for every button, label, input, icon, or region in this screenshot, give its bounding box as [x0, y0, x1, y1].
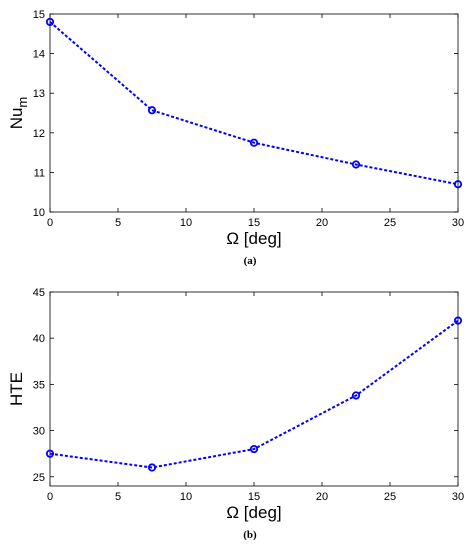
data-point-2-3: [351, 391, 361, 400]
data-point-1-1: [147, 106, 157, 115]
x-tick-label-2-2: 10: [180, 491, 192, 503]
x-tick-label-2-6: 30: [452, 491, 464, 503]
data-point-1-3: [351, 160, 361, 169]
y-tick-label-1-4: 14: [33, 49, 45, 61]
y-tick-label-1-0: 10: [33, 207, 45, 219]
y-tick-label-1-3: 13: [33, 88, 45, 100]
y-tick-label-1-1: 11: [34, 167, 45, 179]
panel-caption-2: (b): [243, 529, 257, 541]
x-tick-label-2-1: 5: [115, 491, 121, 503]
y-tick-label-2-2: 35: [33, 379, 45, 391]
plot-frame-2: [49, 291, 459, 487]
data-point-2-0: [45, 449, 55, 458]
y-tick-label-1-2: 12: [33, 128, 45, 140]
y-axis-label-subscript-1: m: [15, 97, 30, 108]
x-tick-label-1-6: 30: [452, 217, 464, 229]
chart-panel-2: 0 5 10 15 20 25 30 25 30 35 40 45 Ω [deg] HTE (b): [7, 287, 464, 541]
y-tick-label-2-0: 25: [33, 472, 45, 484]
data-point-1-2: [249, 138, 259, 147]
x-tick-label-2-0: 0: [47, 491, 53, 503]
x-axis-label-1: Ω [deg]: [226, 229, 281, 248]
x-tick-label-1-1: 5: [115, 217, 121, 229]
data-point-2-1: [147, 463, 157, 472]
x-tick-label-1-3: 15: [248, 217, 260, 229]
x-axis-label-2: Ω [deg]: [226, 503, 281, 522]
x-tick-label-2-4: 20: [316, 491, 328, 503]
panel-caption-1: (a): [244, 255, 257, 267]
x-tick-label-1-0: 0: [47, 217, 53, 229]
x-tick-label-2-3: 15: [248, 491, 260, 503]
data-point-2-4: [453, 316, 463, 325]
y-axis-label-2: HTE: [7, 372, 26, 406]
y-tick-label-2-1: 30: [33, 426, 45, 438]
y-tick-label-1-5: 15: [33, 9, 45, 21]
data-point-2-2: [249, 444, 259, 454]
y-tick-label-2-3: 40: [33, 333, 45, 345]
series-line-1-0: [49, 21, 459, 186]
x-tick-label-1-4: 20: [316, 217, 328, 229]
data-point-1-0: [45, 17, 55, 27]
y-tick-label-2-4: 45: [33, 287, 45, 299]
y-axis-label-1: Num: [7, 97, 30, 130]
x-tick-label-1-5: 25: [384, 217, 396, 229]
x-tick-label-1-2: 10: [180, 217, 192, 229]
plot-frame-1: [49, 13, 459, 213]
x-tick-label-2-5: 25: [384, 491, 396, 503]
series-line-2-0: [49, 319, 459, 469]
data-point-1-4: [453, 180, 463, 189]
